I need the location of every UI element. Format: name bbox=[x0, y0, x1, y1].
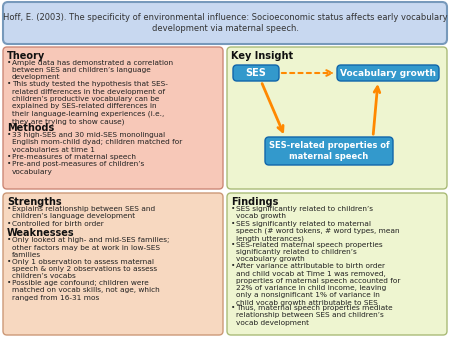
Text: •: • bbox=[7, 221, 11, 226]
FancyBboxPatch shape bbox=[265, 137, 393, 165]
Text: Key Insight: Key Insight bbox=[231, 51, 293, 61]
FancyBboxPatch shape bbox=[227, 47, 447, 189]
Text: •: • bbox=[231, 206, 235, 212]
Text: •: • bbox=[231, 242, 235, 248]
Text: Controlled for birth order: Controlled for birth order bbox=[12, 221, 104, 226]
Text: Only 1 observation to assess maternal
speech & only 2 observations to assess
chi: Only 1 observation to assess maternal sp… bbox=[12, 259, 157, 279]
Text: This study tested the hypothesis that SES-
related differences in the developmen: This study tested the hypothesis that SE… bbox=[12, 81, 168, 125]
Text: SES-related maternal speech properties
significantly related to children’s
vocab: SES-related maternal speech properties s… bbox=[236, 242, 382, 263]
Text: Findings: Findings bbox=[231, 197, 279, 207]
Text: •: • bbox=[231, 305, 235, 311]
Text: Theory: Theory bbox=[7, 51, 45, 61]
Text: Hoff, E. (2003). The specificity of environmental influence: Socioeconomic statu: Hoff, E. (2003). The specificity of envi… bbox=[3, 13, 447, 33]
Text: Weaknesses: Weaknesses bbox=[7, 228, 75, 238]
Text: •: • bbox=[7, 237, 11, 243]
Text: •: • bbox=[7, 206, 11, 212]
FancyBboxPatch shape bbox=[227, 193, 447, 335]
Text: SES significantly related to children’s
vocab growth: SES significantly related to children’s … bbox=[236, 206, 373, 219]
Text: •: • bbox=[7, 153, 11, 160]
Text: Thus, maternal speech properties mediate
relationship between SES and children’s: Thus, maternal speech properties mediate… bbox=[236, 305, 392, 326]
Text: Ample data has demonstrated a correlation
between SES and children’s language
de: Ample data has demonstrated a correlatio… bbox=[12, 60, 173, 80]
Text: •: • bbox=[231, 221, 235, 226]
FancyBboxPatch shape bbox=[3, 193, 223, 335]
FancyBboxPatch shape bbox=[3, 2, 447, 44]
FancyBboxPatch shape bbox=[337, 65, 439, 81]
Text: Pre-measures of maternal speech: Pre-measures of maternal speech bbox=[12, 153, 136, 160]
Text: Strengths: Strengths bbox=[7, 197, 62, 207]
Text: •: • bbox=[7, 162, 11, 167]
Text: Methods: Methods bbox=[7, 123, 54, 133]
Text: SES significantly related to maternal
speech (# word tokens, # word types, mean
: SES significantly related to maternal sp… bbox=[236, 221, 400, 242]
Text: •: • bbox=[7, 280, 11, 286]
FancyBboxPatch shape bbox=[233, 65, 279, 81]
Text: Only looked at high- and mid-SES families;
other factors may be at work in low-S: Only looked at high- and mid-SES familie… bbox=[12, 237, 169, 258]
Text: •: • bbox=[7, 81, 11, 88]
FancyBboxPatch shape bbox=[3, 47, 223, 189]
Text: Vocabulary growth: Vocabulary growth bbox=[340, 69, 436, 77]
Text: Possible age confound; children were
matched on vocab skills, not age, which
ran: Possible age confound; children were mat… bbox=[12, 280, 160, 301]
Text: SES-related properties of
maternal speech: SES-related properties of maternal speec… bbox=[269, 141, 389, 162]
Text: Explains relationship between SES and
children’s language development: Explains relationship between SES and ch… bbox=[12, 206, 155, 219]
Text: •: • bbox=[231, 263, 235, 269]
Text: SES: SES bbox=[246, 68, 266, 78]
Text: Pre-and post-measures of children’s
vocabulary: Pre-and post-measures of children’s voca… bbox=[12, 162, 144, 175]
Text: 33 high-SES and 30 mid-SES monolingual
English mom-child dyad; children matched : 33 high-SES and 30 mid-SES monolingual E… bbox=[12, 132, 182, 153]
Text: After variance attributable to birth order
and child vocab at Time 1 was removed: After variance attributable to birth ord… bbox=[236, 263, 400, 306]
Text: •: • bbox=[7, 259, 11, 265]
Text: •: • bbox=[7, 132, 11, 138]
Text: •: • bbox=[7, 60, 11, 66]
